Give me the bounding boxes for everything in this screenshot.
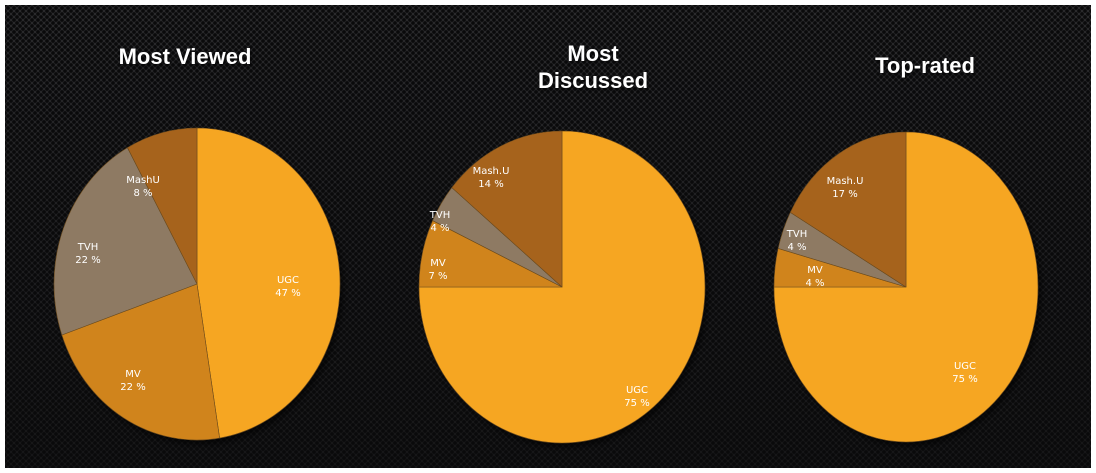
pie-1-slice-mashu [451, 130, 563, 288]
pie-1-label-name-ugc: UGC [626, 385, 648, 396]
pie-0-label-name-mashu: MashU [126, 175, 160, 186]
pie-0-label-name-tvh: TVH [77, 242, 98, 253]
pie-1-label-value-tvh: 4 % [430, 223, 449, 234]
chart-title-top-rated: Top-rated [875, 53, 975, 78]
pie-1-labels: UGC 75 % MV 7 % TVH 4 % Mash.U 14 % [428, 166, 649, 409]
chart-title-most-viewed: Most Viewed [118, 44, 252, 69]
pie-2-label-value-mashu: 17 % [832, 189, 857, 200]
pie-2-label-value-tvh: 4 % [787, 242, 806, 253]
pie-0-label-value-mv: 22 % [120, 382, 145, 393]
pie-2-slice-mashu [789, 131, 907, 288]
pie-1-label-name-mashu: Mash.U [473, 166, 510, 177]
pie-2-label-name-tvh: TVH [786, 229, 807, 240]
pie-2-label-value-ugc: 75 % [952, 374, 977, 385]
pie-0-label-name-ugc: UGC [277, 275, 299, 286]
pie-0-slice-mv [61, 283, 220, 441]
pie-2-label-name-mv: MV [807, 265, 823, 276]
pie-2-label-value-mv: 4 % [805, 278, 824, 289]
pie-2-labels: UGC 75 % MV 4 % TVH 4 % Mash.U 17 % [786, 176, 978, 385]
pie-1-label-value-ugc: 75 % [624, 398, 649, 409]
pie-2-label-name-ugc: UGC [954, 361, 976, 372]
pie-0-label-value-tvh: 22 % [75, 255, 100, 266]
pie-2-label-name-mashu: Mash.U [827, 176, 864, 187]
pie-1-slice-ugc [418, 130, 706, 444]
pie-0-slice-mashu [127, 127, 198, 285]
pie-1 [418, 130, 706, 444]
chart-title-most-discussed: Most Discussed [537, 41, 649, 93]
pie-0 [53, 127, 341, 441]
pie-0-labels: UGC 47 % MV 22 % TVH 22 % MashU 8 % [75, 175, 300, 393]
pie-0-label-name-mv: MV [125, 369, 141, 380]
pie-0-label-value-mashu: 8 % [133, 188, 152, 199]
pie-0-label-value-ugc: 47 % [275, 288, 300, 299]
pie-1-label-name-mv: MV [430, 258, 446, 269]
pie-1-label-name-tvh: TVH [429, 210, 450, 221]
pie-0-slice-ugc [196, 127, 341, 439]
pie-2 [773, 131, 1039, 443]
pie-1-label-value-mashu: 14 % [478, 179, 503, 190]
pie-2-slice-ugc [773, 131, 1039, 443]
pie-1-label-value-mv: 7 % [428, 271, 447, 282]
pie-0-slice-tvh [53, 147, 198, 336]
